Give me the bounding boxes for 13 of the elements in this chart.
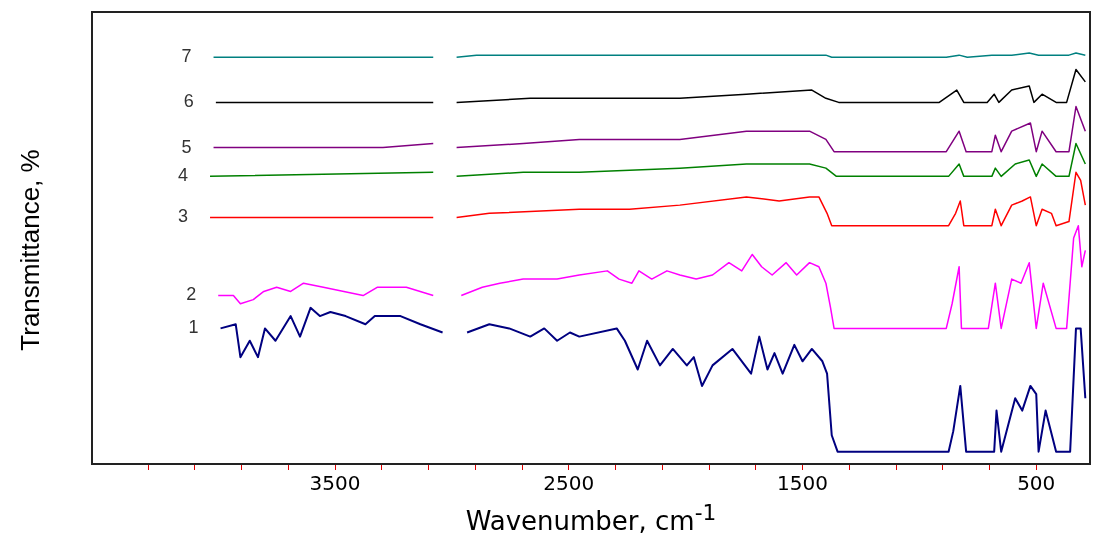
series-label: 4 bbox=[178, 165, 189, 186]
series-label: 6 bbox=[183, 91, 194, 112]
y-axis-title: Transmittance, % bbox=[14, 149, 46, 351]
x-axis-title: Wavenumber, cm$^{-1}$ bbox=[464, 500, 718, 536]
series-label: 2 bbox=[186, 284, 197, 305]
series-label: 1 bbox=[188, 317, 199, 338]
series-label: 3 bbox=[178, 206, 189, 227]
x-tick-label: 2500 bbox=[543, 471, 595, 496]
series-label: 5 bbox=[181, 136, 192, 157]
x-tick-label: 500 bbox=[1017, 471, 1056, 496]
series-label: 7 bbox=[181, 46, 192, 67]
x-tick-label: 3500 bbox=[309, 471, 361, 496]
x-tick-label: 1500 bbox=[777, 471, 828, 496]
